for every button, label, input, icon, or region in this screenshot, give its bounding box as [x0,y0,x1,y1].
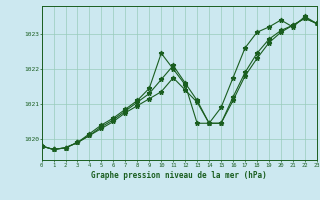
X-axis label: Graphe pression niveau de la mer (hPa): Graphe pression niveau de la mer (hPa) [91,171,267,180]
